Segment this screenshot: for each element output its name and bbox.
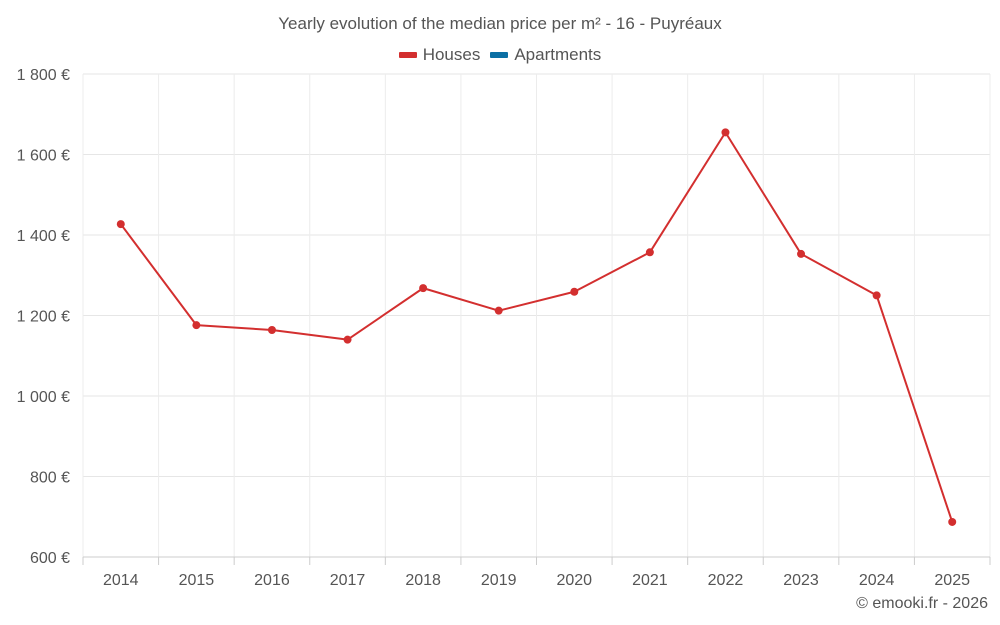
data-point-houses bbox=[645, 248, 654, 257]
legend-item-houses[interactable]: Houses bbox=[398, 45, 481, 65]
data-point-houses bbox=[948, 517, 957, 526]
x-tick-label: 2021 bbox=[632, 572, 668, 589]
legend-label-houses: Houses bbox=[422, 45, 481, 64]
y-tick-label: 800 € bbox=[30, 470, 70, 487]
x-tick-label: 2023 bbox=[783, 572, 819, 589]
x-tick-label: 2018 bbox=[405, 572, 441, 589]
x-tick-label: 2019 bbox=[481, 572, 517, 589]
data-point-houses bbox=[721, 128, 730, 137]
data-point-houses bbox=[872, 291, 881, 300]
legend-swatch-houses bbox=[398, 52, 417, 58]
data-point-houses bbox=[343, 335, 352, 344]
y-tick-label: 1 600 € bbox=[17, 148, 70, 165]
x-tick-label: 2020 bbox=[556, 572, 592, 589]
y-tick-label: 1 000 € bbox=[17, 389, 70, 406]
credit-text: © emooki.fr - 2026 bbox=[856, 595, 988, 612]
x-tick-label: 2016 bbox=[254, 572, 290, 589]
x-tick-label: 2014 bbox=[103, 572, 139, 589]
legend-swatch-apartments bbox=[490, 52, 509, 58]
data-point-houses bbox=[797, 249, 806, 258]
x-tick-label: 2024 bbox=[859, 572, 895, 589]
data-point-houses bbox=[419, 284, 428, 293]
y-tick-label: 1 800 € bbox=[17, 67, 70, 84]
data-point-houses bbox=[116, 220, 125, 229]
data-point-houses bbox=[192, 321, 201, 330]
legend-label-apartments: Apartments bbox=[514, 45, 602, 64]
x-tick-label: 2025 bbox=[934, 572, 970, 589]
y-tick-label: 600 € bbox=[30, 550, 70, 567]
series-line-houses bbox=[119, 131, 954, 523]
y-tick-label: 1 400 € bbox=[17, 228, 70, 245]
x-tick-label: 2017 bbox=[330, 572, 366, 589]
x-tick-label: 2015 bbox=[179, 572, 215, 589]
data-point-houses bbox=[494, 306, 503, 315]
legend-item-apartments[interactable]: Apartments bbox=[490, 45, 601, 65]
x-tick-label: 2022 bbox=[708, 572, 744, 589]
legend: Houses Apartments bbox=[0, 45, 1000, 65]
data-point-houses bbox=[267, 325, 276, 334]
y-tick-label: 1 200 € bbox=[17, 309, 70, 326]
data-point-houses bbox=[570, 287, 579, 296]
chart-title: Yearly evolution of the median price per… bbox=[278, 14, 722, 33]
